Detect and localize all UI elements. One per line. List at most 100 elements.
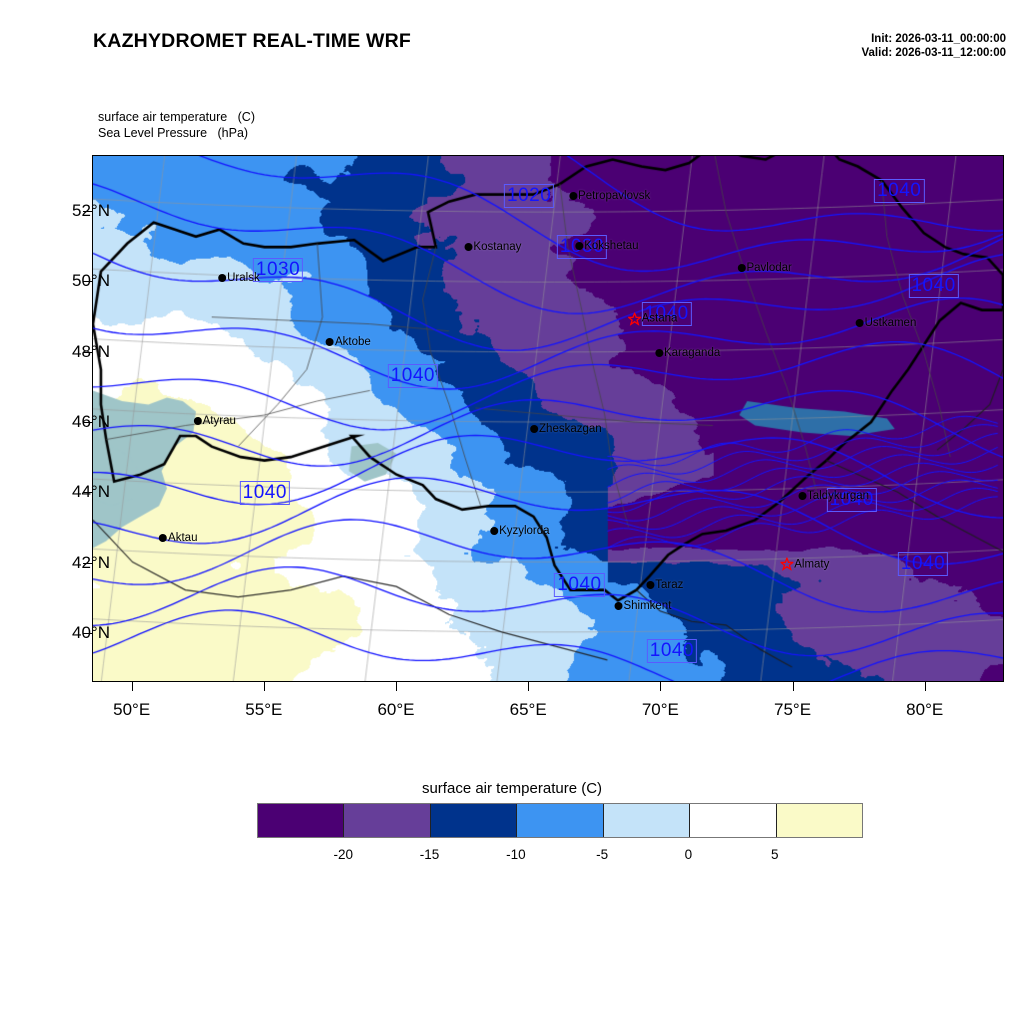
colorbar[interactable] bbox=[257, 803, 863, 838]
colorbar-segment-5 bbox=[690, 804, 777, 837]
lat-tick bbox=[83, 351, 92, 353]
colorbar-title: surface air temperature (C) bbox=[421, 780, 603, 797]
city-marker[interactable]: Aktobe bbox=[325, 336, 371, 349]
variable-label-pressure: Sea Level Pressure (hPa) bbox=[98, 125, 249, 140]
city-label: Atyrau bbox=[202, 415, 236, 428]
city-dot-icon bbox=[737, 263, 746, 272]
lon-tick-label: 65°E bbox=[509, 700, 547, 719]
city-label: Aktau bbox=[168, 531, 198, 544]
city-label: Taraz bbox=[655, 578, 684, 591]
city-dot-icon bbox=[464, 243, 473, 252]
temperature-field-canvas bbox=[93, 156, 1003, 681]
lon-tick-label: 75°E bbox=[773, 700, 812, 719]
city-label: Kyzylorda bbox=[499, 524, 550, 537]
city-dot-icon bbox=[159, 533, 168, 542]
variable-label-temperature: surface air temperature (C) bbox=[98, 110, 255, 124]
colorbar-segment-6 bbox=[776, 804, 862, 837]
city-label: Uralsk bbox=[227, 271, 260, 284]
isobar-label: 1040 bbox=[554, 572, 605, 597]
lon-tick-label: 60°E bbox=[377, 700, 415, 719]
lat-tick bbox=[83, 492, 92, 494]
city-label: Ustkamen bbox=[864, 317, 917, 330]
capital-star-icon bbox=[778, 556, 795, 572]
isobar-label: 1040 bbox=[874, 179, 925, 204]
city-marker[interactable]: Petropavlovsk bbox=[569, 190, 650, 202]
city-marker[interactable]: Karaganda bbox=[654, 347, 720, 359]
city-marker[interactable]: Aktau bbox=[159, 532, 197, 544]
isobar-label: 1040 bbox=[826, 488, 877, 513]
city-label: Astana bbox=[641, 312, 678, 325]
lon-tick-label: 55°E bbox=[245, 700, 283, 719]
colorbar-segment-2 bbox=[430, 804, 518, 837]
city-marker[interactable]: Ustkamen bbox=[855, 317, 917, 330]
colorbar-segment-4 bbox=[603, 804, 691, 837]
city-dot-icon bbox=[575, 242, 584, 251]
init-time: Init: 2026-03-11_00:00:00 bbox=[871, 33, 1006, 45]
isobar-label: 1030 bbox=[252, 258, 304, 283]
city-marker[interactable]: Shimkent bbox=[614, 600, 671, 612]
colorbar-tick-label: -20 bbox=[333, 847, 354, 862]
city-marker[interactable]: Pavlodar bbox=[737, 261, 792, 274]
city-marker[interactable]: Almaty bbox=[778, 556, 829, 572]
colorbar-tick-label: 5 bbox=[770, 847, 779, 862]
city-dot-icon bbox=[614, 601, 623, 610]
lon-tick bbox=[924, 682, 926, 691]
lon-tick bbox=[263, 682, 265, 691]
city-dot-icon bbox=[530, 424, 539, 433]
colorbar-tick-label: -5 bbox=[596, 847, 609, 862]
city-marker[interactable]: Taldykurgan bbox=[798, 490, 869, 502]
lat-tick bbox=[83, 632, 92, 634]
city-label: Aktobe bbox=[334, 336, 371, 349]
page-title: KAZHYDROMET REAL-TIME WRF bbox=[93, 30, 412, 52]
lat-tick bbox=[83, 422, 92, 423]
city-dot-icon bbox=[654, 348, 663, 357]
city-marker[interactable]: Zheskazgan bbox=[530, 423, 602, 435]
city-marker[interactable]: Kyzylorda bbox=[490, 525, 550, 537]
panel-variable-labels: surface air temperature (C) Sea Level Pr… bbox=[98, 110, 255, 141]
lon-tick-label: 50°E bbox=[113, 700, 151, 719]
isobar-label: 1040 bbox=[897, 551, 949, 576]
city-dot-icon bbox=[798, 491, 807, 500]
lat-tick bbox=[83, 562, 92, 564]
city-marker[interactable]: Kostanay bbox=[464, 241, 521, 253]
city-label: Kokshetau bbox=[584, 240, 639, 253]
lon-tick bbox=[131, 682, 133, 691]
city-dot-icon bbox=[218, 273, 227, 282]
forecast-timestamps: Init: 2026-03-11_00:00:00 Valid: 2026-03… bbox=[862, 32, 1007, 60]
isobar-label: 1040 bbox=[646, 639, 698, 664]
colorbar-tick-label: -15 bbox=[419, 847, 440, 862]
lon-tick-label: 80°E bbox=[906, 700, 944, 719]
city-marker[interactable]: Taraz bbox=[646, 579, 683, 591]
isobar-label: 1040 bbox=[908, 273, 959, 298]
colorbar-segment-1 bbox=[344, 804, 431, 837]
city-label: Petropavlovsk bbox=[578, 189, 651, 202]
lat-tick bbox=[83, 281, 92, 283]
lon-tick bbox=[660, 682, 662, 691]
map-panel[interactable]: 1020103010301040104010401040104010401040… bbox=[92, 155, 1004, 682]
colorbar-tick-label: 0 bbox=[684, 847, 693, 862]
isobar-label: 1040 bbox=[387, 363, 438, 388]
city-label: Kostanay bbox=[473, 241, 522, 254]
capital-star-icon bbox=[626, 310, 642, 326]
isobar-label: 1040 bbox=[641, 302, 692, 327]
lat-tick bbox=[83, 211, 92, 213]
city-dot-icon bbox=[325, 338, 334, 347]
colorbar-tick-label: -10 bbox=[506, 847, 526, 862]
city-dot-icon bbox=[855, 319, 864, 328]
valid-time: Valid: 2026-03-11_12:00:00 bbox=[861, 47, 1007, 59]
city-label: Shimkent bbox=[623, 599, 672, 612]
city-dot-icon bbox=[193, 417, 202, 426]
colorbar-segment-0 bbox=[258, 804, 345, 837]
city-dot-icon bbox=[646, 580, 655, 589]
lon-tick-label: 70°E bbox=[641, 700, 679, 719]
city-label: Zheskazgan bbox=[539, 422, 602, 435]
city-marker[interactable]: Uralsk bbox=[218, 272, 260, 284]
city-label: Taldykurgan bbox=[807, 489, 870, 502]
colorbar-segment-3 bbox=[517, 804, 604, 837]
city-marker[interactable]: Atyrau bbox=[193, 415, 236, 428]
city-marker[interactable]: Kokshetau bbox=[575, 240, 639, 253]
city-label: Pavlodar bbox=[746, 261, 792, 274]
lon-tick bbox=[528, 682, 530, 691]
city-marker[interactable]: Astana bbox=[626, 310, 678, 326]
lon-tick bbox=[396, 682, 397, 691]
